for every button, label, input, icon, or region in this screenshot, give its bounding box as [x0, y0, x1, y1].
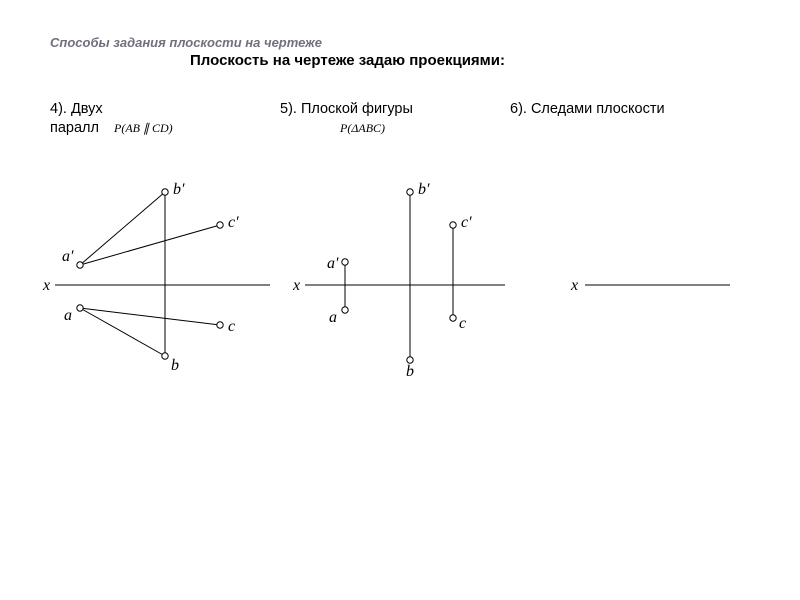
svg-text:b: b	[406, 363, 414, 380]
svg-text:c′: c′	[228, 214, 239, 231]
svg-text:b′: b′	[418, 181, 430, 198]
svg-text:a: a	[64, 307, 72, 324]
section-5-formula: P(ΔABC)	[340, 121, 385, 136]
diagram-4: x a′ b′ c′ a b c	[40, 170, 290, 420]
svg-text:x: x	[42, 277, 50, 294]
diagram-6: x	[555, 170, 755, 420]
svg-text:c′: c′	[461, 214, 472, 231]
section-5-heading: 5). Плоской фигуры	[280, 100, 413, 119]
svg-text:x: x	[570, 277, 578, 294]
section-4-heading-line2: паралл	[50, 119, 99, 138]
svg-text:a: a	[329, 309, 337, 326]
subtitle: Плоскость на чертеже задаю проекциями:	[190, 52, 505, 69]
section-4-heading-line1: 4). Двух	[50, 100, 103, 119]
section-4-formula: P(AB ∥ CD)	[114, 121, 173, 136]
svg-text:c: c	[228, 318, 235, 335]
svg-text:b′: b′	[173, 181, 185, 198]
diagram-5: x a′ b′ c′ a b c	[295, 170, 545, 420]
svg-text:a′: a′	[62, 248, 74, 265]
page-title: Способы задания плоскости на чертеже	[50, 35, 322, 50]
svg-text:c: c	[459, 315, 466, 332]
svg-text:b: b	[171, 357, 179, 374]
svg-text:a′: a′	[327, 255, 339, 272]
svg-text:x: x	[292, 277, 300, 294]
section-6-heading: 6). Следами плоскости	[510, 100, 665, 119]
